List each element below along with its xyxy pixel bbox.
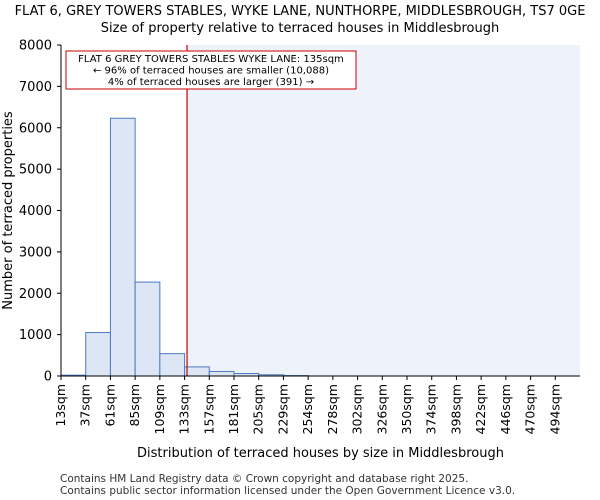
footer-licence: Contains public sector information licen…: [60, 485, 516, 497]
histogram-bar: [184, 366, 210, 377]
x-tick-label: 326sqm: [374, 384, 389, 434]
x-tick-label: 470sqm: [523, 384, 538, 434]
y-tick-label: 8000: [19, 39, 52, 54]
x-axis-title: Distribution of terraced houses by size …: [137, 446, 504, 461]
y-tick-label: 1000: [19, 328, 52, 343]
x-tick-label: 85sqm: [127, 384, 142, 427]
histogram-bar: [208, 370, 235, 377]
x-tick-label: 205sqm: [251, 384, 266, 434]
x-tick-label: 229sqm: [275, 384, 290, 434]
x-tick-label: 398sqm: [448, 384, 463, 434]
y-tick-label: 4000: [19, 204, 52, 219]
x-tick-label: 374sqm: [424, 384, 439, 434]
x-tick-label: 109sqm: [152, 384, 167, 434]
y-tick-label: 6000: [19, 121, 52, 136]
histogram-bar: [159, 353, 186, 377]
annotation-line: 4% of terraced houses are larger (391) →: [108, 77, 314, 88]
chart-title: FLAT 6, GREY TOWERS STABLES, WYKE LANE, …: [14, 4, 586, 19]
x-tick-label: 278sqm: [325, 384, 340, 434]
footer-copyright: Contains HM Land Registry data © Crown c…: [60, 473, 469, 485]
x-tick-label: 181sqm: [226, 384, 241, 434]
histogram-bar: [134, 281, 161, 377]
y-axis-title: Number of terraced properties: [1, 111, 16, 310]
annotation-box: [65, 50, 357, 90]
x-tick-label: 254sqm: [300, 384, 315, 434]
y-tick-label: 3000: [19, 245, 52, 260]
histogram-bar: [109, 117, 136, 377]
chart-subtitle: Size of property relative to terraced ho…: [100, 21, 500, 36]
annotation-line: ← 96% of terraced houses are smaller (10…: [93, 66, 329, 77]
x-tick-label: 494sqm: [547, 384, 562, 434]
y-tick-label: 2000: [19, 287, 52, 302]
x-tick-label: 133sqm: [177, 384, 192, 434]
histogram-bar: [85, 332, 111, 377]
annotation-line: FLAT 6 GREY TOWERS STABLES WYKE LANE: 13…: [78, 54, 344, 65]
larger-region-shade: [187, 45, 581, 376]
y-tick-label: 7000: [19, 80, 52, 95]
x-tick-label: 350sqm: [399, 384, 414, 434]
y-tick-label: 0: [44, 370, 52, 385]
x-tick-label: 422sqm: [473, 384, 488, 434]
x-tick-label: 37sqm: [78, 384, 93, 427]
x-tick-label: 157sqm: [201, 384, 216, 434]
histogram-chart: 0 1000 2000 3000 4000 5000 6000 7000 8000 13sqm 37…: [1, 39, 581, 461]
x-tick-label: 61sqm: [102, 384, 117, 427]
x-tick-label: 302sqm: [350, 384, 365, 434]
x-tick-label: 446sqm: [498, 384, 513, 434]
y-tick-label: 5000: [19, 163, 52, 178]
x-tick-label: 13sqm: [53, 384, 68, 427]
